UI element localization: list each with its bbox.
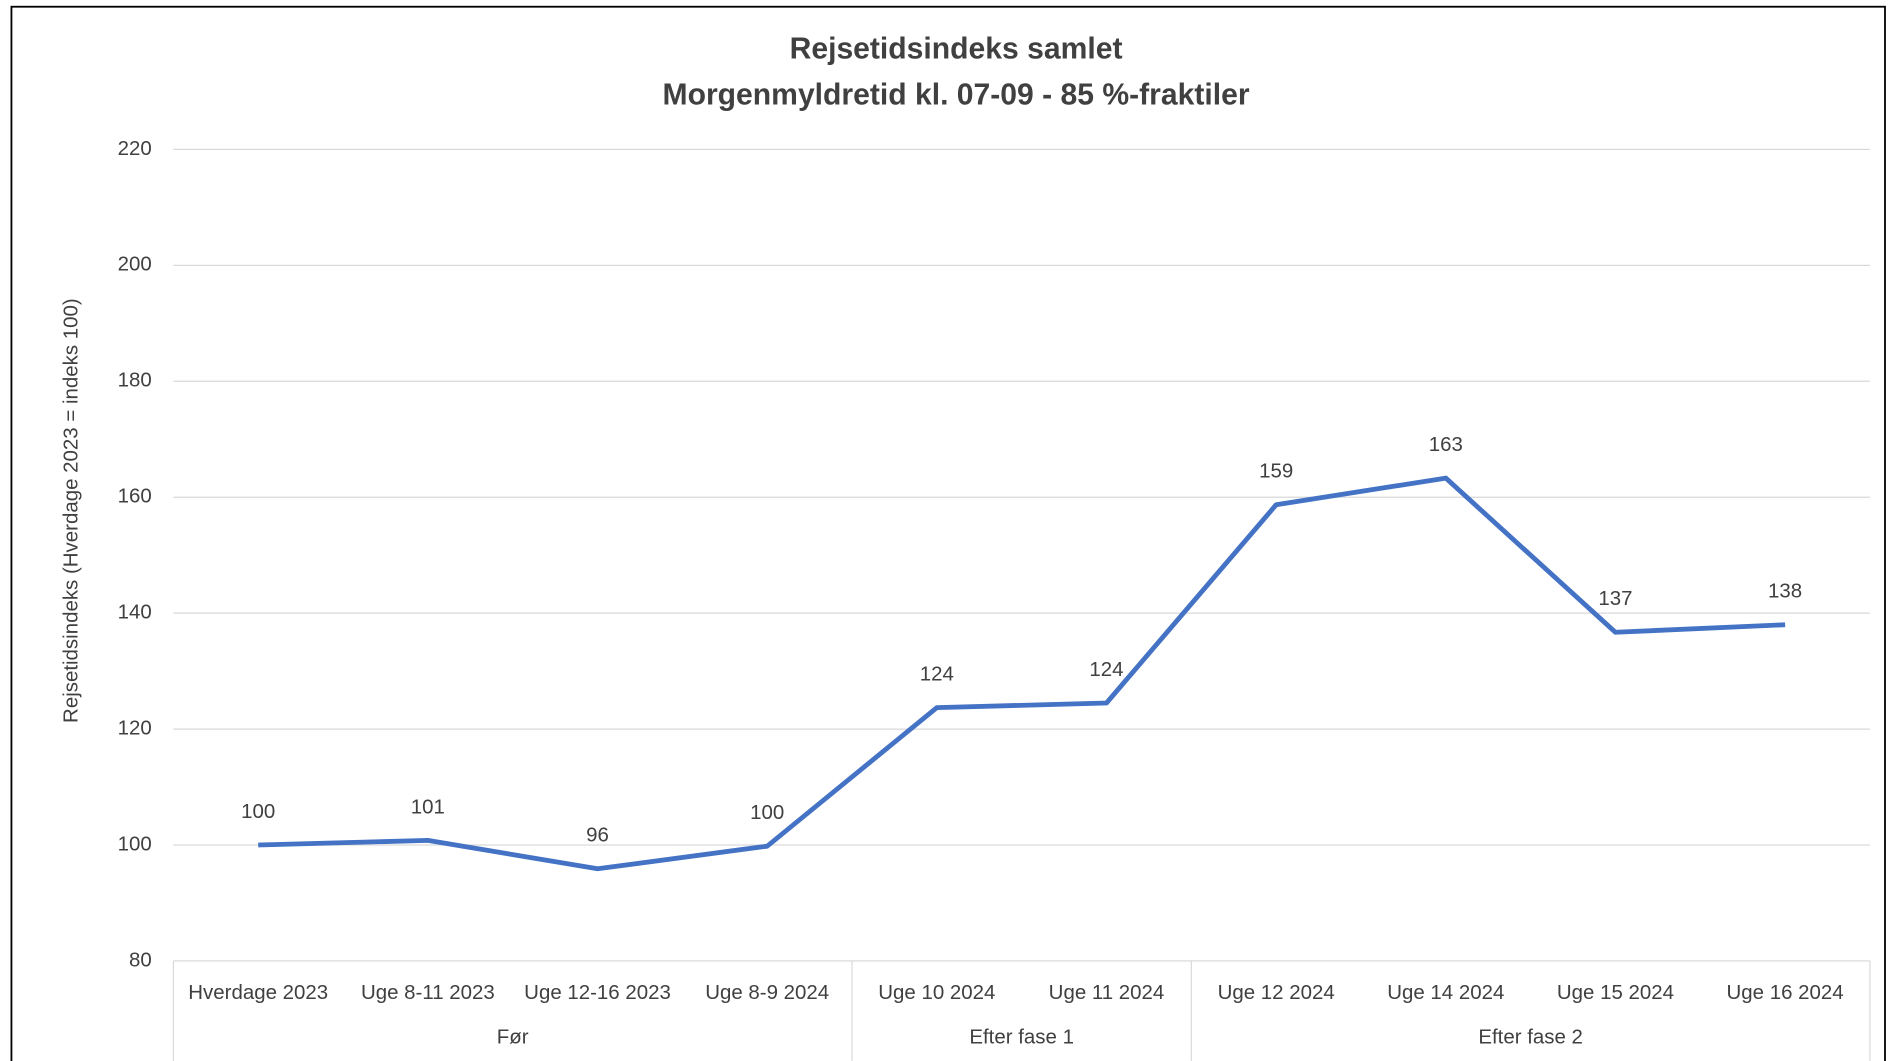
data-label: 100 <box>241 800 275 823</box>
chart-frame <box>10 5 1886 1061</box>
x-tick-label: Uge 8-11 2023 <box>361 981 495 1004</box>
data-label: 96 <box>586 824 609 847</box>
data-label: 100 <box>750 801 784 824</box>
group-label: Efter fase 2 <box>1478 1025 1583 1048</box>
y-tick-label: 160 <box>118 485 152 508</box>
y-tick-label: 180 <box>118 369 152 392</box>
data-label: 101 <box>411 795 445 818</box>
y-tick-label: 120 <box>118 716 152 739</box>
data-label: 124 <box>920 663 954 686</box>
x-tick-label: Uge 10 2024 <box>878 981 995 1004</box>
y-tick-label: 80 <box>129 948 152 971</box>
data-label: 137 <box>1598 587 1632 610</box>
data-label: 159 <box>1259 460 1293 483</box>
y-tick-label: 200 <box>118 253 152 276</box>
y-axis-label: Rejsetidsindeks (Hverdage 2023 = indeks … <box>60 298 83 723</box>
group-label: Efter fase 1 <box>969 1025 1074 1048</box>
x-tick-label: Hverdage 2023 <box>188 981 328 1004</box>
x-tick-label: Uge 16 2024 <box>1727 981 1844 1004</box>
y-tick-label: 220 <box>118 137 152 160</box>
line-series <box>258 475 1786 872</box>
x-tick-label: Uge 12 2024 <box>1218 981 1335 1004</box>
x-tick-label: Uge 8-9 2024 <box>705 981 829 1004</box>
data-label: 138 <box>1768 580 1802 603</box>
chart-subtitle: Morgenmyldretid kl. 07-09 - 85 %-fraktil… <box>663 78 1250 111</box>
x-tick-label: Uge 11 2024 <box>1049 981 1165 1004</box>
data-label: 124 <box>1089 658 1123 681</box>
x-tick-label: Uge 14 2024 <box>1387 981 1504 1004</box>
data-label: 163 <box>1429 433 1463 456</box>
x-tick-label: Uge 12-16 2023 <box>524 981 671 1004</box>
chart-title: Rejsetidsindeks samlet <box>790 33 1123 66</box>
y-tick-label: 140 <box>118 601 152 624</box>
x-tick-label: Uge 15 2024 <box>1557 981 1674 1004</box>
group-label: Før <box>497 1025 529 1048</box>
y-tick-label: 100 <box>118 832 152 855</box>
